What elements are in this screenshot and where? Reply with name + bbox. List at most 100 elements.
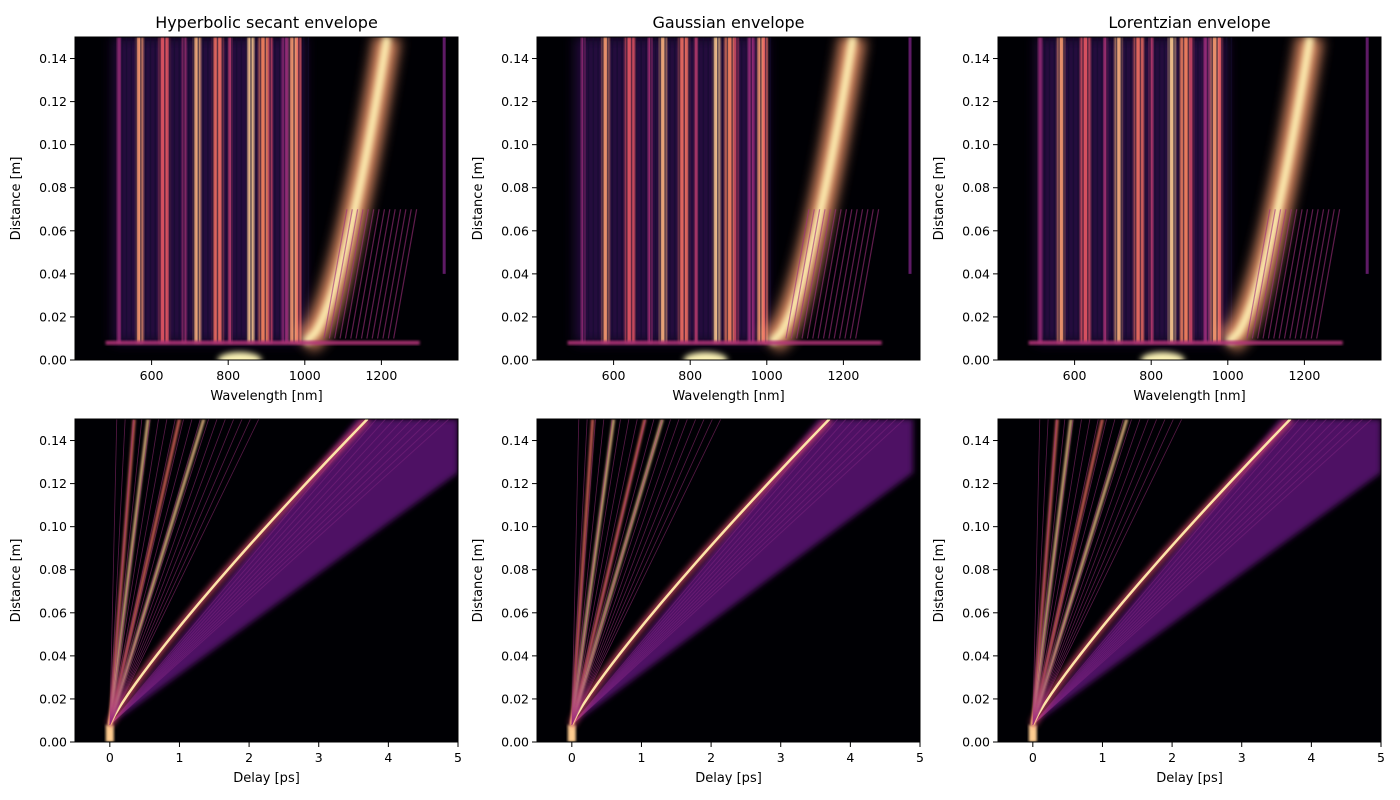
radiation-ray	[571, 419, 906, 726]
dispersive-ray	[1032, 419, 1166, 725]
y-tick-label: 0.00	[962, 353, 990, 368]
interference-fringe	[785, 209, 810, 339]
dark-striation	[717, 37, 719, 343]
dark-striation	[616, 37, 618, 343]
dispersive-ray	[109, 419, 168, 725]
dark-striation	[187, 37, 190, 343]
x-axis-label: Wavelength [nm]	[672, 389, 784, 404]
dispersive-ray	[571, 419, 630, 725]
dispersive-ray	[109, 419, 251, 725]
y-axis-label: Distance [m]	[932, 539, 947, 623]
y-tick-label: 0.12	[962, 94, 990, 109]
radiation-ray	[571, 419, 889, 726]
dispersive-ray	[1032, 419, 1124, 725]
interference-fringe	[822, 209, 848, 339]
soliton-band	[1225, 37, 1315, 346]
dark-striation	[1110, 37, 1113, 343]
dark-striation	[250, 37, 252, 343]
x-tick-label: 1200	[827, 368, 859, 383]
dark-striation	[1144, 37, 1146, 343]
dispersive-ray	[109, 419, 151, 725]
radiation-ray	[1032, 419, 1309, 726]
dispersive-ray	[109, 419, 193, 725]
dispersive-wave-streak	[1149, 37, 1154, 343]
y-tick-label: 0.08	[962, 562, 990, 577]
main-soliton-trajectory	[1031, 419, 1292, 726]
dispersive-ray	[571, 419, 697, 725]
chart-panel-5: 0 1 2 3 4 5 0.00 0.02 0.04 0.06 0.08 0.10 0.12 0.14 De…	[471, 418, 924, 786]
dispersive-wave-streak	[1202, 37, 1210, 343]
dark-striation	[1206, 37, 1209, 343]
radiation-ray	[571, 419, 864, 726]
interference-fringe	[812, 209, 837, 339]
dispersive-wave-streak	[1114, 37, 1122, 343]
heatmap-area	[998, 419, 1381, 742]
ejected-soliton	[1031, 419, 1129, 726]
dispersive-ray	[1032, 419, 1108, 725]
interference-fringe	[371, 209, 396, 339]
dispersive-wave-streak	[1179, 37, 1190, 343]
interference-fringe	[376, 209, 402, 339]
chart-panel-1: 600 800 1000 1200 0.00 0.02 0.04 0.06 0.08 0.10 0.…	[9, 13, 459, 404]
radiation-ray	[571, 419, 855, 726]
dispersive-wave-streak	[1103, 37, 1108, 343]
dark-striation	[1158, 37, 1161, 343]
dark-striation	[693, 37, 695, 343]
dispersive-ray	[1032, 419, 1041, 725]
radiation-ray	[1032, 419, 1373, 726]
dark-striation	[159, 37, 161, 343]
x-tick-label: 2	[245, 750, 253, 765]
dark-striation	[1178, 37, 1180, 343]
dispersive-wave-streak	[602, 37, 610, 343]
dark-striation	[1130, 37, 1132, 343]
y-tick-label: 0.10	[39, 137, 67, 152]
axes-frame	[74, 418, 459, 743]
dark-striation	[1077, 37, 1079, 343]
interference-fringe	[1251, 209, 1276, 339]
dispersive-ray	[1032, 419, 1158, 725]
dark-striation	[745, 37, 748, 343]
y-tick-label: 0.14	[501, 433, 529, 448]
radiation-ray	[109, 419, 441, 726]
dispersive-ray	[1032, 419, 1074, 725]
dark-striation	[144, 37, 147, 343]
radiation-fan	[571, 419, 914, 725]
dark-striation	[259, 37, 262, 343]
dark-striation	[1197, 37, 1199, 343]
interference-fringe	[393, 209, 418, 339]
interference-fringe	[334, 209, 359, 339]
pump-spot	[683, 352, 728, 360]
dark-striation	[630, 37, 633, 343]
y-tick-label: 0.10	[501, 519, 529, 534]
y-tick-label: 0.12	[39, 476, 67, 491]
radiation-ray	[109, 419, 432, 726]
y-tick-label: 0.06	[962, 605, 990, 620]
y-tick-label: 0.12	[501, 476, 529, 491]
radiation-fan	[1032, 419, 1381, 725]
dispersive-ray	[571, 419, 580, 725]
y-tick-label: 0.02	[39, 309, 67, 324]
chart-title: Lorentzian envelope	[1108, 13, 1270, 32]
dispersive-ray	[571, 419, 613, 725]
dark-striation	[597, 37, 599, 343]
interference-fringe	[817, 209, 842, 339]
dark-striation	[1082, 37, 1084, 343]
y-tick-label: 0.06	[39, 605, 67, 620]
dark-striation	[130, 37, 133, 343]
x-tick-label: 600	[140, 368, 164, 383]
dispersive-ray	[571, 419, 596, 725]
ejected-soliton	[570, 419, 594, 725]
dark-striation	[149, 37, 152, 343]
dark-striation	[283, 37, 286, 343]
y-tick-label: 0.00	[501, 735, 529, 750]
dark-striation	[587, 37, 590, 343]
dark-striation	[726, 37, 729, 343]
x-tick-label: 1200	[365, 368, 397, 383]
y-tick-label: 0.14	[39, 433, 67, 448]
dispersive-wave-streak	[713, 37, 721, 343]
heatmap-area	[75, 37, 458, 360]
interference-fringe	[849, 209, 874, 339]
x-tick-label: 600	[1063, 368, 1087, 383]
dark-striation	[592, 37, 595, 343]
y-tick-label: 0.02	[962, 309, 990, 324]
